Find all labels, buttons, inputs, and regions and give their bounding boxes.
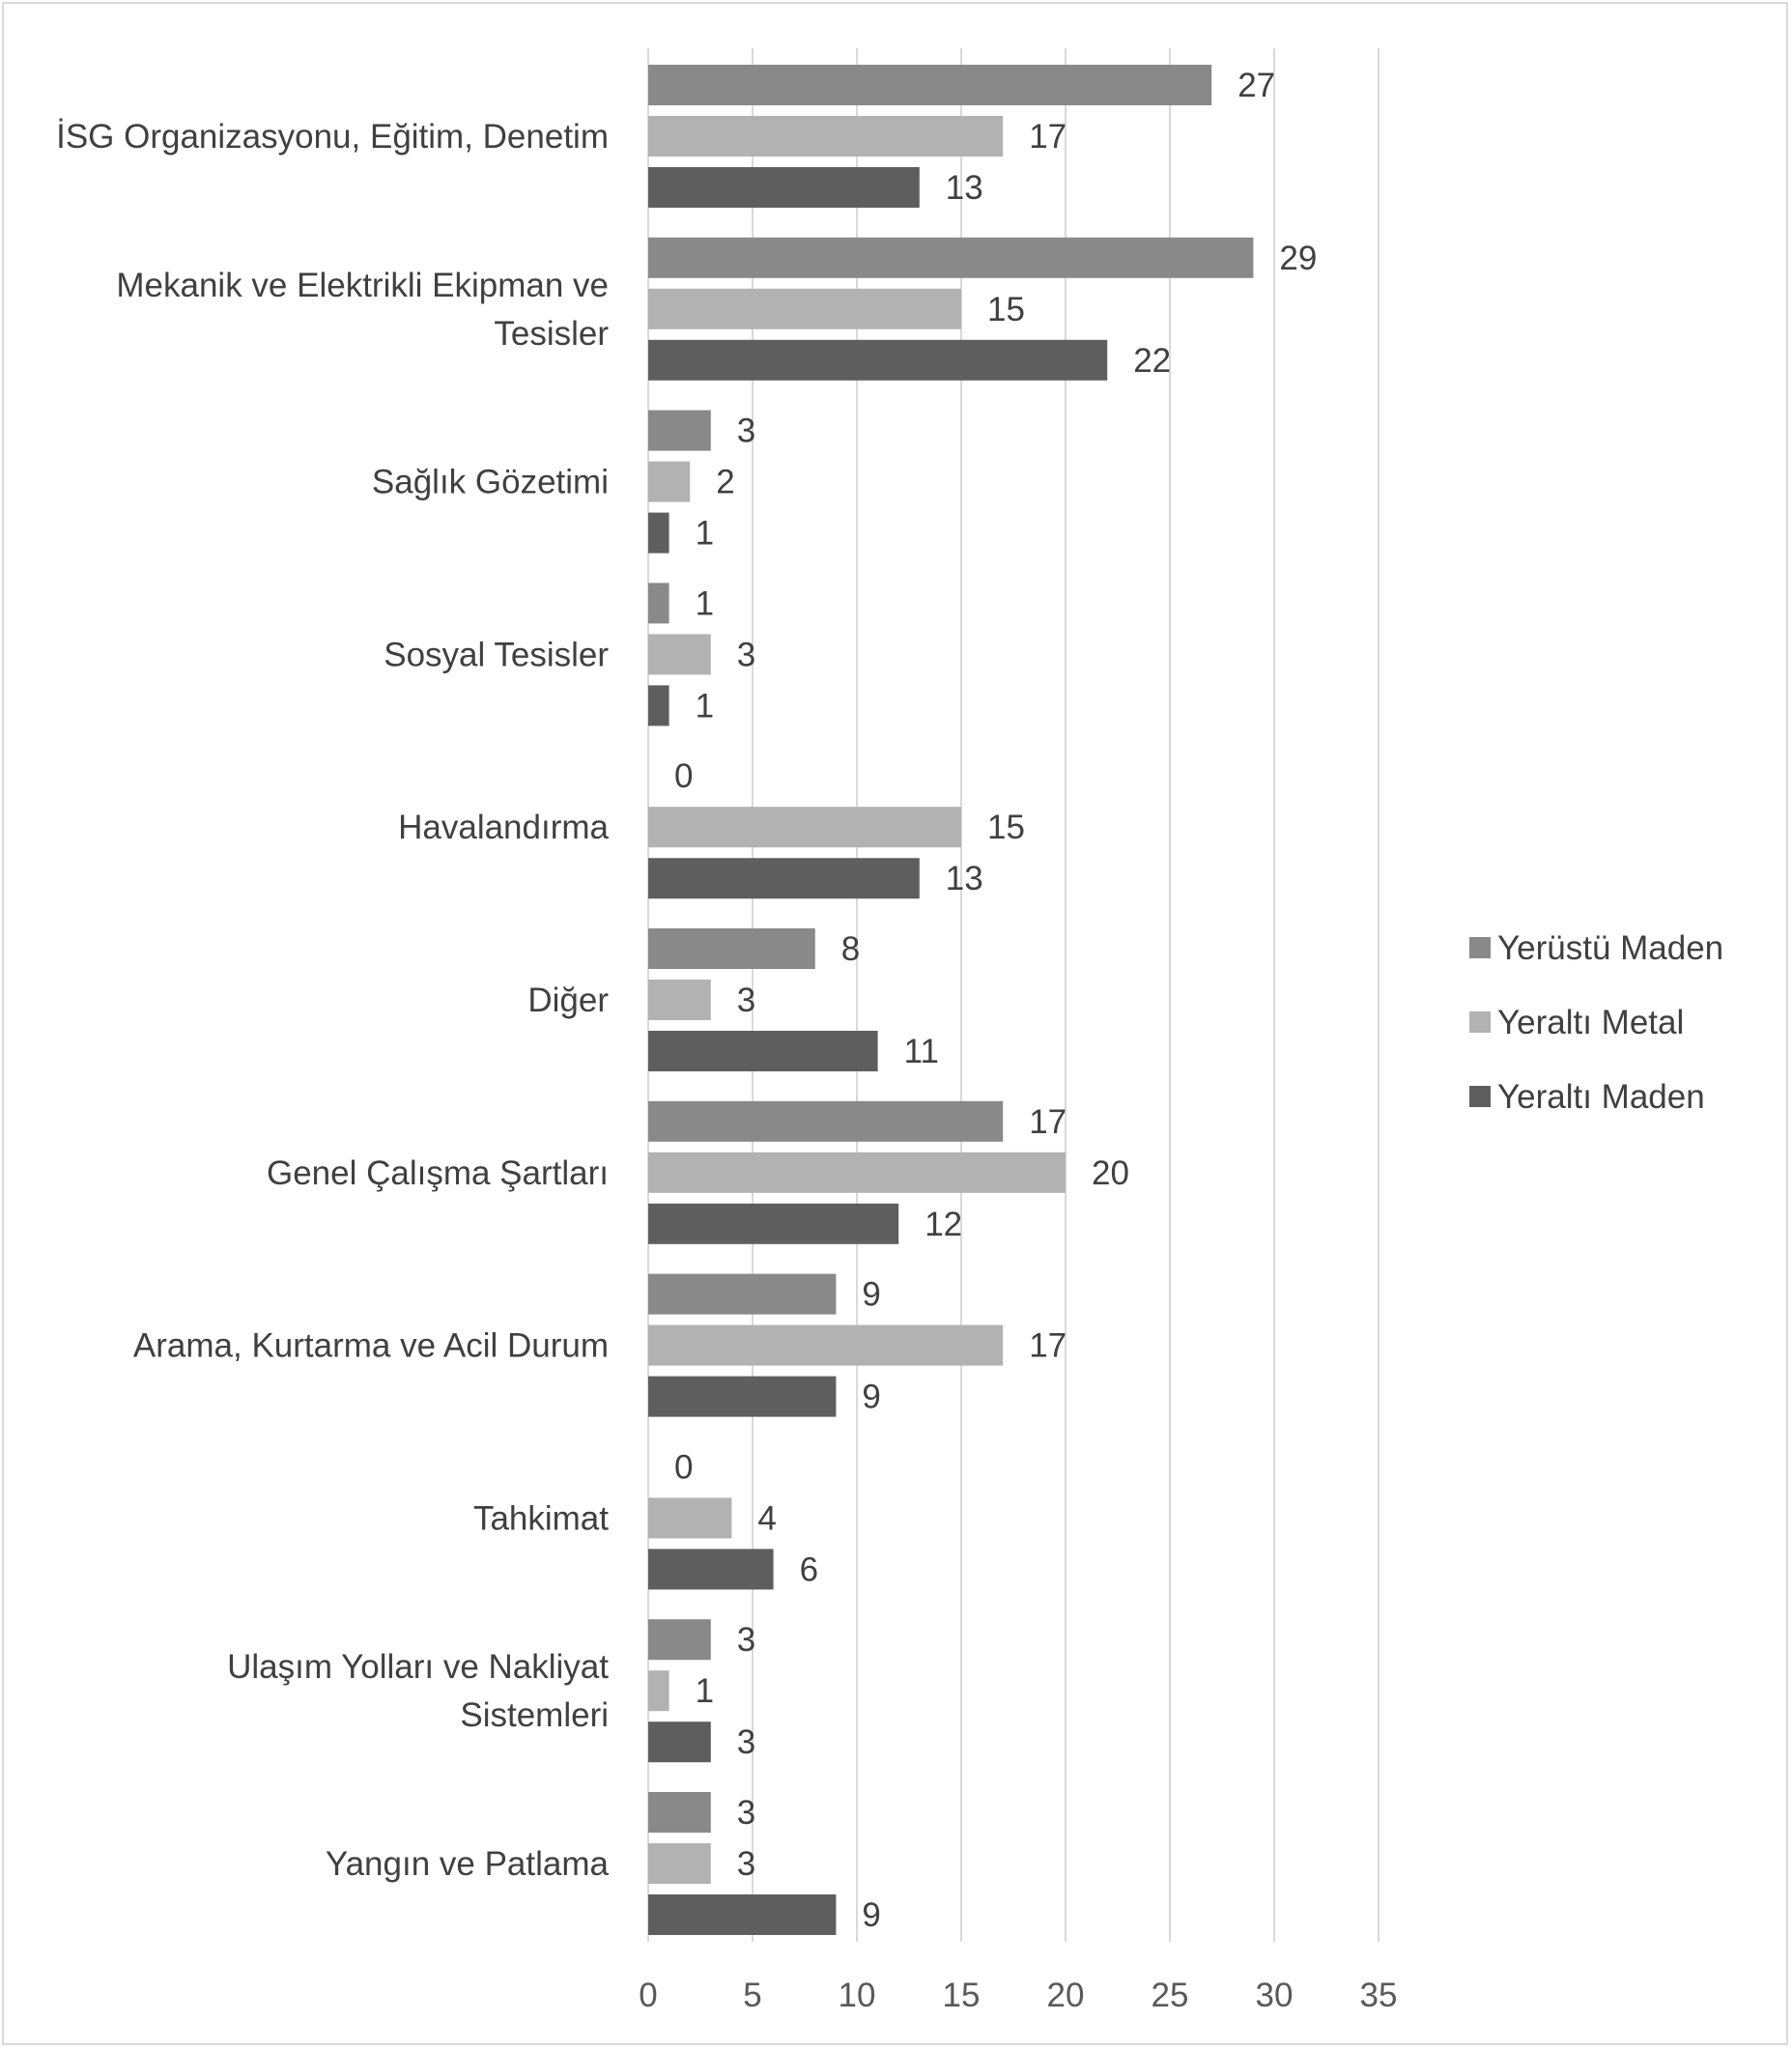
- data-label-1-2: 22: [1133, 342, 1171, 380]
- data-label-10-1: 3: [737, 1845, 755, 1883]
- bar-7-0: [648, 1273, 837, 1315]
- bar-2-2: [648, 512, 669, 554]
- bars: [648, 65, 1254, 1935]
- data-label-7-2: 9: [862, 1379, 880, 1416]
- legend: Yerüstü Maden Yeraltı Metal Yeraltı Maden: [1469, 929, 1723, 1116]
- bar-0-0: [648, 65, 1212, 105]
- bar-4-2: [648, 858, 920, 899]
- bar-7-1: [648, 1324, 1004, 1366]
- bar-10-2: [648, 1894, 837, 1935]
- data-label-4-1: 15: [987, 809, 1025, 846]
- data-label-10-2: 9: [862, 1896, 880, 1934]
- bar-8-1: [648, 1497, 732, 1539]
- data-label-2-0: 3: [737, 413, 755, 450]
- x-axis-ticks: 0 5 10 15 20 25 30 35: [639, 1977, 1397, 2014]
- x-tick-label-15: 15: [943, 1977, 981, 2014]
- legend-label-1: Yeraltı Metal: [1497, 1004, 1684, 1041]
- category-label-1: Mekanik ve Elektrikli Ekipman ve Tesisler: [116, 267, 609, 353]
- data-label-0-1: 17: [1029, 118, 1067, 156]
- data-label-4-2: 13: [946, 860, 983, 897]
- data-label-3-0: 1: [696, 584, 714, 622]
- bar-5-0: [648, 928, 815, 969]
- data-label-3-1: 3: [737, 636, 755, 673]
- data-label-1-1: 15: [987, 291, 1025, 328]
- bar-6-2: [648, 1203, 899, 1244]
- category-label-8: Tahkimat: [473, 1499, 609, 1537]
- bar-5-2: [648, 1031, 878, 1071]
- bar-2-1: [648, 461, 691, 502]
- x-tick-label-20: 20: [1047, 1977, 1085, 2014]
- bar-4-1: [648, 807, 961, 848]
- data-label-7-0: 9: [862, 1276, 880, 1314]
- bar-1-1: [648, 288, 961, 329]
- data-label-8-1: 4: [757, 1499, 776, 1537]
- bar-2-0: [648, 410, 711, 451]
- data-label-7-1: 17: [1029, 1327, 1067, 1365]
- bar-10-0: [648, 1792, 711, 1833]
- legend-swatch-2: [1469, 1086, 1491, 1107]
- data-label-6-2: 12: [924, 1206, 962, 1243]
- bar-5-1: [648, 980, 711, 1020]
- x-tick-label-30: 30: [1256, 1977, 1294, 2014]
- data-labels: 2717132915223211310151383111720129179046…: [674, 67, 1317, 1934]
- bar-3-1: [648, 634, 711, 675]
- data-label-2-2: 1: [696, 515, 714, 553]
- bar-7-2: [648, 1376, 837, 1417]
- category-label-3: Sosyal Tesisler: [384, 636, 609, 673]
- category-label-5: Diğer: [527, 982, 609, 1019]
- data-label-5-0: 8: [841, 930, 860, 968]
- bar-9-2: [648, 1722, 711, 1763]
- x-tick-label-0: 0: [639, 1977, 657, 2014]
- x-tick-label-25: 25: [1152, 1977, 1189, 2014]
- data-label-5-2: 11: [904, 1033, 939, 1070]
- category-label-2: Sağlık Gözetimi: [372, 464, 609, 501]
- data-label-4-0: 0: [674, 757, 693, 795]
- bar-0-1: [648, 116, 1004, 157]
- category-label-9: Ulaşım Yolları ve Nakliyat Sistemleri: [227, 1648, 609, 1734]
- data-label-2-1: 2: [716, 464, 734, 501]
- data-label-8-2: 6: [800, 1551, 818, 1588]
- bar-3-0: [648, 583, 669, 624]
- category-label-4: Havalandırma: [398, 809, 609, 846]
- legend-label-2: Yeraltı Maden: [1497, 1078, 1705, 1116]
- data-label-1-0: 29: [1279, 240, 1317, 277]
- bar-1-0: [648, 237, 1254, 278]
- data-label-9-2: 3: [737, 1723, 755, 1761]
- bar-3-2: [648, 685, 669, 726]
- bar-0-2: [648, 167, 920, 208]
- bar-6-0: [648, 1100, 1004, 1142]
- category-label-6: Genel Çalışma Şartları: [267, 1154, 609, 1192]
- bar-1-2: [648, 339, 1108, 381]
- legend-label-0: Yerüstü Maden: [1497, 929, 1723, 967]
- data-label-6-0: 17: [1029, 1103, 1067, 1141]
- data-label-9-1: 1: [696, 1672, 714, 1710]
- legend-swatch-0: [1469, 937, 1491, 958]
- bar-10-1: [648, 1843, 711, 1884]
- data-label-0-2: 13: [946, 169, 983, 207]
- data-label-5-1: 3: [737, 982, 755, 1019]
- x-tick-label-5: 5: [743, 1977, 761, 2014]
- category-labels: İSG Organizasyonu, Eğitim, Denetim Mekani…: [56, 118, 609, 1883]
- bar-8-2: [648, 1549, 774, 1590]
- gridlines: [647, 48, 1380, 1942]
- data-label-9-0: 3: [737, 1621, 755, 1659]
- legend-swatch-1: [1469, 1011, 1491, 1033]
- bar-9-1: [648, 1670, 669, 1712]
- category-label-7: Arama, Kurtarma ve Acil Durum: [133, 1327, 609, 1365]
- data-label-8-0: 0: [674, 1448, 693, 1486]
- data-label-6-1: 20: [1092, 1154, 1129, 1192]
- x-tick-label-35: 35: [1360, 1977, 1398, 2014]
- category-label-10: Yangın ve Patlama: [326, 1845, 610, 1883]
- x-tick-label-10: 10: [839, 1977, 876, 2014]
- bar-9-0: [648, 1619, 711, 1661]
- data-label-0-0: 27: [1237, 67, 1275, 104]
- bar-6-1: [648, 1152, 1066, 1193]
- data-label-3-2: 1: [696, 687, 714, 725]
- data-label-10-0: 3: [737, 1794, 755, 1832]
- category-label-0: İSG Organizasyonu, Eğitim, Denetim: [56, 118, 609, 156]
